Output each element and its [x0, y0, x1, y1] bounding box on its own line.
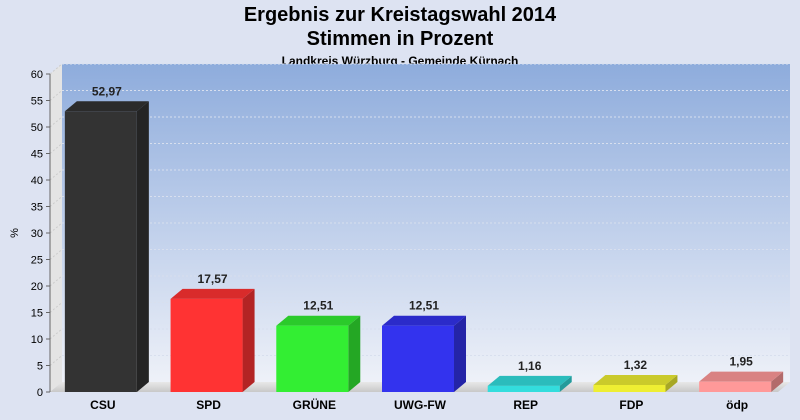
bar-side	[771, 371, 784, 392]
bar-uwg-fw: 12,51	[382, 299, 466, 392]
grid-line-side	[49, 169, 63, 181]
bar-csu: 52,97	[64, 84, 149, 392]
y-tick-label: 10	[31, 334, 43, 346]
chart-title: Ergebnis zur Kreistagswahl 2014	[243, 4, 557, 26]
x-tick-label: REP	[513, 398, 538, 412]
x-tick-label: CSU	[90, 398, 115, 412]
bar-ödp: 1,95	[699, 355, 784, 392]
grid-line-side	[49, 302, 63, 313]
bar-side	[454, 315, 466, 392]
bar-front	[593, 385, 666, 392]
y-tick-label: 25	[31, 255, 43, 267]
bar-value-label: 12,51	[409, 299, 439, 313]
bar-front	[170, 298, 243, 392]
bar-side	[348, 315, 361, 392]
bar-fdp: 1,32	[593, 358, 678, 392]
bar-value-label: 1,95	[729, 355, 753, 369]
grid-line-side	[49, 355, 63, 366]
bar-top	[593, 375, 678, 386]
bar-rep: 1,16	[487, 359, 572, 392]
bar-front	[487, 385, 560, 392]
bar-top	[276, 315, 361, 326]
bar-top	[487, 375, 572, 386]
grid-line-side	[49, 63, 63, 75]
bar-grüne: 12,51	[276, 299, 361, 392]
bar-value-label: 52,97	[92, 84, 122, 98]
bar-value-label: 12,51	[303, 299, 333, 313]
x-tick-label: SPD	[196, 398, 221, 412]
bar-side	[136, 101, 149, 392]
bar-value-label: 1,32	[624, 358, 648, 372]
y-tick-label: 30	[31, 228, 43, 240]
grid-line-side	[49, 222, 63, 234]
bars: 52,97 17,57 12,51 12,51 1,16 1,32 1,95	[64, 84, 784, 392]
grid-line-side	[49, 90, 63, 101]
bar-side	[559, 375, 572, 392]
y-axis-label: %	[9, 228, 21, 238]
y-tick-label: 5	[37, 361, 43, 373]
grid-line-side	[49, 143, 63, 154]
x-axis: CSU SPD GRÜNE UWG-FW REP FDP ödp	[90, 397, 748, 412]
grid-line-side	[49, 249, 63, 260]
bar-top	[64, 101, 149, 112]
y-tick-label: 55	[31, 96, 43, 108]
x-tick-label: UWG-FW	[394, 398, 447, 412]
bar-spd: 17,57	[170, 272, 255, 392]
plot-side-wall	[50, 64, 62, 392]
bar-top	[699, 371, 784, 382]
y-tick-label: 45	[31, 149, 43, 161]
y-tick-label: 35	[31, 202, 43, 214]
y-tick-label: 15	[31, 308, 43, 320]
chart-subtitle: Stimmen in Prozent	[306, 28, 494, 50]
y-tick-label: 0	[37, 387, 43, 399]
x-tick-label: FDP	[619, 398, 643, 412]
bar-top	[170, 288, 255, 299]
x-tick-label: ödp	[726, 398, 748, 412]
y-tick-label: 50	[31, 122, 43, 134]
y-tick-label: 60	[31, 69, 43, 81]
bar-front	[382, 325, 454, 392]
y-tick-label: 40	[31, 175, 43, 187]
grid-line-side	[49, 275, 63, 287]
bar-top	[382, 315, 466, 326]
bar-value-label: 17,57	[198, 272, 228, 286]
grid-line-side	[49, 328, 63, 340]
bar-side	[665, 375, 678, 392]
x-tick-label: GRÜNE	[293, 397, 336, 412]
bar-side	[242, 288, 255, 392]
bar-front	[699, 381, 772, 392]
y-tick-label: 20	[31, 281, 43, 293]
grid-line-side	[49, 196, 63, 207]
bar-front	[64, 111, 137, 392]
bar-value-label: 1,16	[518, 359, 542, 373]
grid-line-side	[49, 116, 63, 128]
y-axis: 0 5 10 15 20 25 30 35 40 45 50 55 60	[31, 69, 51, 399]
bar-front	[276, 325, 349, 392]
